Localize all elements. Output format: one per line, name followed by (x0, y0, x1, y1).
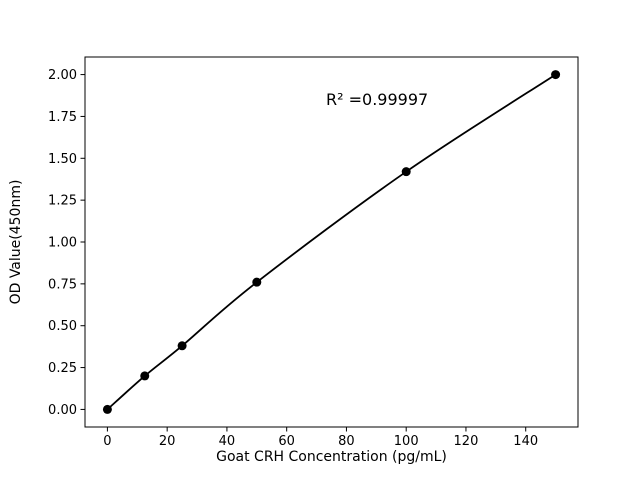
y-axis-label: OD Value(450nm) (8, 179, 24, 305)
data-point-marker (401, 167, 411, 177)
y-tick-label: 0.50 (48, 319, 77, 334)
x-tick-label: 0 (103, 434, 111, 449)
data-point-marker (551, 70, 561, 80)
y-tick-label: 0.00 (48, 403, 77, 418)
x-tick-label: 120 (454, 434, 479, 449)
x-tick-label: 80 (338, 434, 355, 449)
y-tick-label: 1.50 (48, 152, 77, 167)
y-tick-label: 1.00 (48, 236, 77, 251)
y-tick-label: 2.00 (48, 68, 77, 83)
x-axis-label: Goat CRH Concentration (pg/mL) (216, 449, 447, 465)
y-tick-label: 1.75 (48, 110, 77, 125)
x-tick-label: 60 (278, 434, 295, 449)
y-tick-label: 0.75 (48, 277, 77, 292)
x-tick-label: 100 (394, 434, 419, 449)
data-point-marker (140, 371, 150, 381)
data-point-marker (252, 277, 262, 287)
y-tick-label: 1.25 (48, 194, 77, 209)
x-tick-label: 20 (159, 434, 176, 449)
r-squared-annotation: R² =0.99997 (326, 90, 429, 109)
axes-spines (84, 56, 579, 428)
data-point-marker (102, 404, 112, 414)
x-tick-label: 40 (219, 434, 236, 449)
data-point-marker (177, 341, 187, 351)
y-tick-label: 0.25 (48, 361, 77, 376)
x-tick-label: 140 (513, 434, 538, 449)
